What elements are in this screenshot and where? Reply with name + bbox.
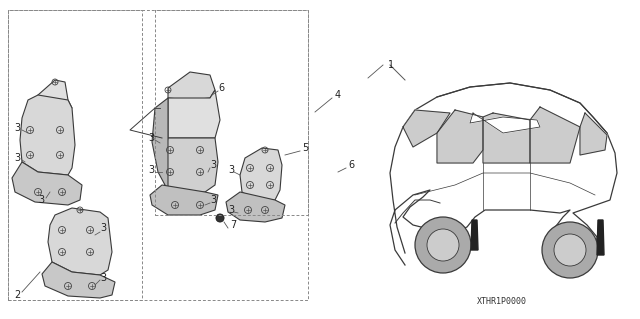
Text: 3: 3 [38, 195, 44, 205]
Text: 3: 3 [100, 273, 106, 283]
Text: 6: 6 [218, 83, 224, 93]
Circle shape [415, 217, 471, 273]
Polygon shape [470, 113, 540, 133]
Circle shape [427, 229, 459, 261]
Polygon shape [597, 220, 604, 255]
Polygon shape [150, 185, 218, 215]
Polygon shape [471, 220, 478, 250]
Polygon shape [437, 110, 483, 163]
Text: 3: 3 [14, 153, 20, 163]
Text: 1: 1 [388, 60, 394, 70]
Polygon shape [42, 262, 115, 298]
Text: 3: 3 [228, 165, 234, 175]
Polygon shape [403, 110, 450, 147]
Text: 3: 3 [148, 165, 154, 175]
Circle shape [216, 214, 224, 222]
Text: 3: 3 [14, 123, 20, 133]
Polygon shape [38, 80, 72, 115]
Text: 4: 4 [335, 90, 341, 100]
Text: 5: 5 [302, 143, 308, 153]
Text: 3: 3 [210, 160, 216, 170]
Polygon shape [12, 162, 82, 205]
Polygon shape [168, 72, 215, 100]
Polygon shape [483, 113, 530, 163]
Text: 3: 3 [148, 133, 154, 143]
Polygon shape [390, 83, 617, 265]
Circle shape [554, 234, 586, 266]
Polygon shape [168, 90, 220, 138]
Text: 6: 6 [348, 160, 354, 170]
Polygon shape [162, 138, 218, 192]
Text: 2: 2 [14, 290, 20, 300]
Text: 3: 3 [228, 205, 234, 215]
Text: 3: 3 [100, 223, 106, 233]
Polygon shape [20, 95, 75, 175]
Text: 7: 7 [230, 220, 236, 230]
Polygon shape [240, 148, 282, 200]
Polygon shape [48, 208, 112, 275]
Polygon shape [226, 192, 285, 222]
Circle shape [542, 222, 598, 278]
Text: 3: 3 [210, 195, 216, 205]
Polygon shape [152, 98, 168, 192]
Polygon shape [580, 113, 607, 155]
Polygon shape [530, 107, 580, 163]
Text: XTHR1P0000: XTHR1P0000 [477, 298, 527, 307]
